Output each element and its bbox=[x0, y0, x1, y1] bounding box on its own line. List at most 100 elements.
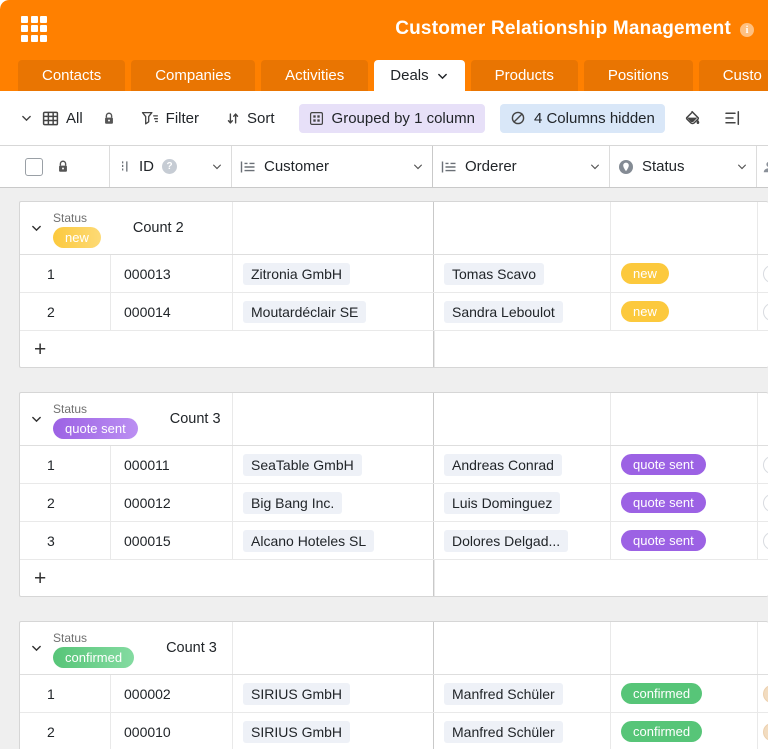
customer-cell[interactable]: Big Bang Inc. bbox=[233, 484, 434, 521]
table-row[interactable]: 3 000015 Alcano Hoteles SL Dolores Delgad..… bbox=[20, 522, 768, 560]
tab-positions[interactable]: Positions bbox=[583, 60, 693, 91]
sort-icon bbox=[226, 111, 240, 126]
add-row-row: + bbox=[20, 331, 768, 367]
customer-cell[interactable]: SeaTable GmbH bbox=[233, 446, 434, 483]
chevron-down-icon bbox=[436, 70, 449, 83]
status-cell[interactable]: new bbox=[611, 255, 758, 292]
grouped-by-badge[interactable]: Grouped by 1 column bbox=[298, 103, 485, 133]
help-icon[interactable]: ? bbox=[162, 159, 177, 174]
lock-view-icon[interactable] bbox=[102, 111, 116, 126]
customer-cell[interactable]: SIRIUS GmbH bbox=[233, 675, 434, 712]
orderer-cell[interactable]: Sandra Leboulot bbox=[433, 293, 611, 330]
status-cell[interactable]: new bbox=[611, 293, 758, 330]
tab-label: Activities bbox=[285, 67, 345, 84]
autonumber-icon bbox=[118, 159, 131, 174]
group-status-pill: confirmed bbox=[53, 646, 135, 668]
add-row-button[interactable]: + bbox=[34, 337, 47, 361]
table-row[interactable]: 2 000012 Big Bang Inc. Luis Dominguez quote … bbox=[20, 484, 768, 522]
sort-button[interactable]: Sort bbox=[226, 110, 275, 127]
tab-products[interactable]: Products bbox=[470, 60, 578, 91]
column-menu-chevron-icon[interactable] bbox=[589, 161, 601, 173]
clipped-pill bbox=[763, 532, 768, 550]
id-cell[interactable]: 000002 bbox=[111, 675, 233, 712]
id-cell[interactable]: 000015 bbox=[111, 522, 233, 559]
column-menu-chevron-icon[interactable] bbox=[736, 161, 748, 173]
column-menu-chevron-icon[interactable] bbox=[211, 161, 223, 173]
filter-icon bbox=[141, 111, 159, 126]
sort-label: Sort bbox=[247, 109, 275, 127]
add-row-button[interactable]: + bbox=[34, 566, 47, 590]
collapse-group-chevron-icon[interactable] bbox=[30, 642, 43, 655]
id-cell[interactable]: 000011 bbox=[111, 446, 233, 483]
table-row[interactable]: 2 000010 SIRIUS GmbH Manfred Schüler confirm… bbox=[20, 713, 768, 749]
status-cell[interactable]: confirmed bbox=[611, 675, 758, 712]
table-row[interactable]: 1 000013 Zitronia GmbH Tomas Scavo new bbox=[20, 255, 768, 293]
orderer-cell[interactable]: Manfred Schüler bbox=[433, 713, 611, 749]
status-cell[interactable]: quote sent bbox=[611, 484, 758, 521]
tab-activities[interactable]: Activities bbox=[261, 60, 369, 91]
grid-header: ID ? Customer Orderer bbox=[0, 145, 768, 188]
hidden-columns-label: 4 Columns hidden bbox=[533, 109, 655, 127]
status-pill: new bbox=[621, 263, 669, 284]
id-cell[interactable]: 000010 bbox=[111, 713, 233, 749]
current-view-selector[interactable]: All bbox=[42, 110, 83, 127]
orderer-chip: Sandra Leboulot bbox=[444, 300, 563, 323]
tab-contacts[interactable]: Contacts bbox=[18, 60, 126, 91]
id-cell[interactable]: 000012 bbox=[111, 484, 233, 521]
group-field: Status quote sent bbox=[53, 400, 138, 439]
status-cell[interactable]: quote sent bbox=[611, 446, 758, 483]
clipped-column-cell bbox=[758, 675, 768, 712]
customer-cell[interactable]: Alcano Hoteles SL bbox=[233, 522, 434, 559]
tab-deals[interactable]: Deals bbox=[374, 60, 465, 91]
table-row[interactable]: 2 000014 Moutardéclair SE Sandra Leboulot ne… bbox=[20, 293, 768, 331]
orderer-chip: Dolores Delgad... bbox=[444, 529, 569, 552]
status-cell[interactable]: confirmed bbox=[611, 713, 758, 749]
orderer-cell[interactable]: Manfred Schüler bbox=[433, 675, 611, 712]
group-field-label: Status bbox=[53, 401, 88, 416]
frozen-divider-line bbox=[433, 331, 435, 367]
id-cell[interactable]: 000014 bbox=[111, 293, 233, 330]
color-bucket-icon[interactable] bbox=[684, 110, 701, 127]
collapse-group-chevron-icon[interactable] bbox=[30, 222, 43, 235]
tab-custo[interactable]: Custo bbox=[698, 60, 768, 91]
row-number-cell: 2 bbox=[20, 484, 111, 521]
customer-cell[interactable]: Zitronia GmbH bbox=[233, 255, 434, 292]
group-count: Count 2 bbox=[132, 220, 184, 236]
clipped-column-cell bbox=[758, 522, 768, 559]
select-all-checkbox[interactable] bbox=[25, 157, 43, 176]
filter-button[interactable]: Filter bbox=[141, 110, 199, 127]
collapse-views-chevron-icon[interactable] bbox=[20, 112, 33, 125]
group-header-customer-cell bbox=[233, 622, 434, 674]
customer-chip: Alcano Hoteles SL bbox=[243, 529, 375, 552]
hidden-columns-badge[interactable]: 4 Columns hidden bbox=[499, 103, 665, 133]
table-row[interactable]: 1 000011 SeaTable GmbH Andreas Conrad quote … bbox=[20, 446, 768, 484]
orderer-cell[interactable]: Andreas Conrad bbox=[433, 446, 611, 483]
column-menu-chevron-icon[interactable] bbox=[412, 161, 424, 173]
row-height-icon[interactable] bbox=[724, 110, 741, 126]
grouped-by-label: Grouped by 1 column bbox=[331, 109, 475, 127]
customer-cell[interactable]: SIRIUS GmbH bbox=[233, 713, 434, 749]
group-count: Count 3 bbox=[166, 640, 217, 656]
link-column-icon bbox=[441, 160, 457, 174]
orderer-cell[interactable]: Dolores Delgad... bbox=[433, 522, 611, 559]
collapse-group-chevron-icon[interactable] bbox=[30, 413, 43, 426]
column-header-customer[interactable]: Customer bbox=[232, 146, 433, 187]
column-header-status[interactable]: Status bbox=[610, 146, 757, 187]
table-row[interactable]: 1 000002 SIRIUS GmbH Manfred Schüler confirm… bbox=[20, 675, 768, 713]
app-launcher-icon[interactable] bbox=[21, 15, 48, 43]
customer-chip: Moutardéclair SE bbox=[243, 300, 367, 323]
orderer-cell[interactable]: Luis Dominguez bbox=[433, 484, 611, 521]
clipped-column-cell bbox=[758, 293, 768, 330]
info-icon[interactable]: i bbox=[740, 23, 754, 37]
column-header-partial[interactable] bbox=[757, 146, 768, 187]
id-cell[interactable]: 000013 bbox=[111, 255, 233, 292]
customer-cell[interactable]: Moutardéclair SE bbox=[233, 293, 434, 330]
column-header-orderer[interactable]: Orderer bbox=[433, 146, 610, 187]
column-header-id[interactable]: ID ? bbox=[110, 146, 232, 187]
orderer-cell[interactable]: Tomas Scavo bbox=[433, 255, 611, 292]
group-header-orderer-cell bbox=[433, 622, 611, 674]
clipped-pill bbox=[763, 456, 768, 474]
tab-companies[interactable]: Companies bbox=[131, 60, 256, 91]
orderer-chip: Luis Dominguez bbox=[444, 491, 561, 514]
status-cell[interactable]: quote sent bbox=[611, 522, 758, 559]
